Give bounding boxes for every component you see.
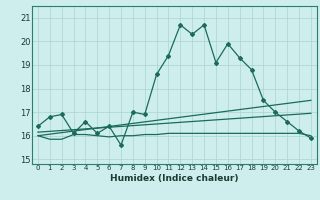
- X-axis label: Humidex (Indice chaleur): Humidex (Indice chaleur): [110, 174, 239, 183]
